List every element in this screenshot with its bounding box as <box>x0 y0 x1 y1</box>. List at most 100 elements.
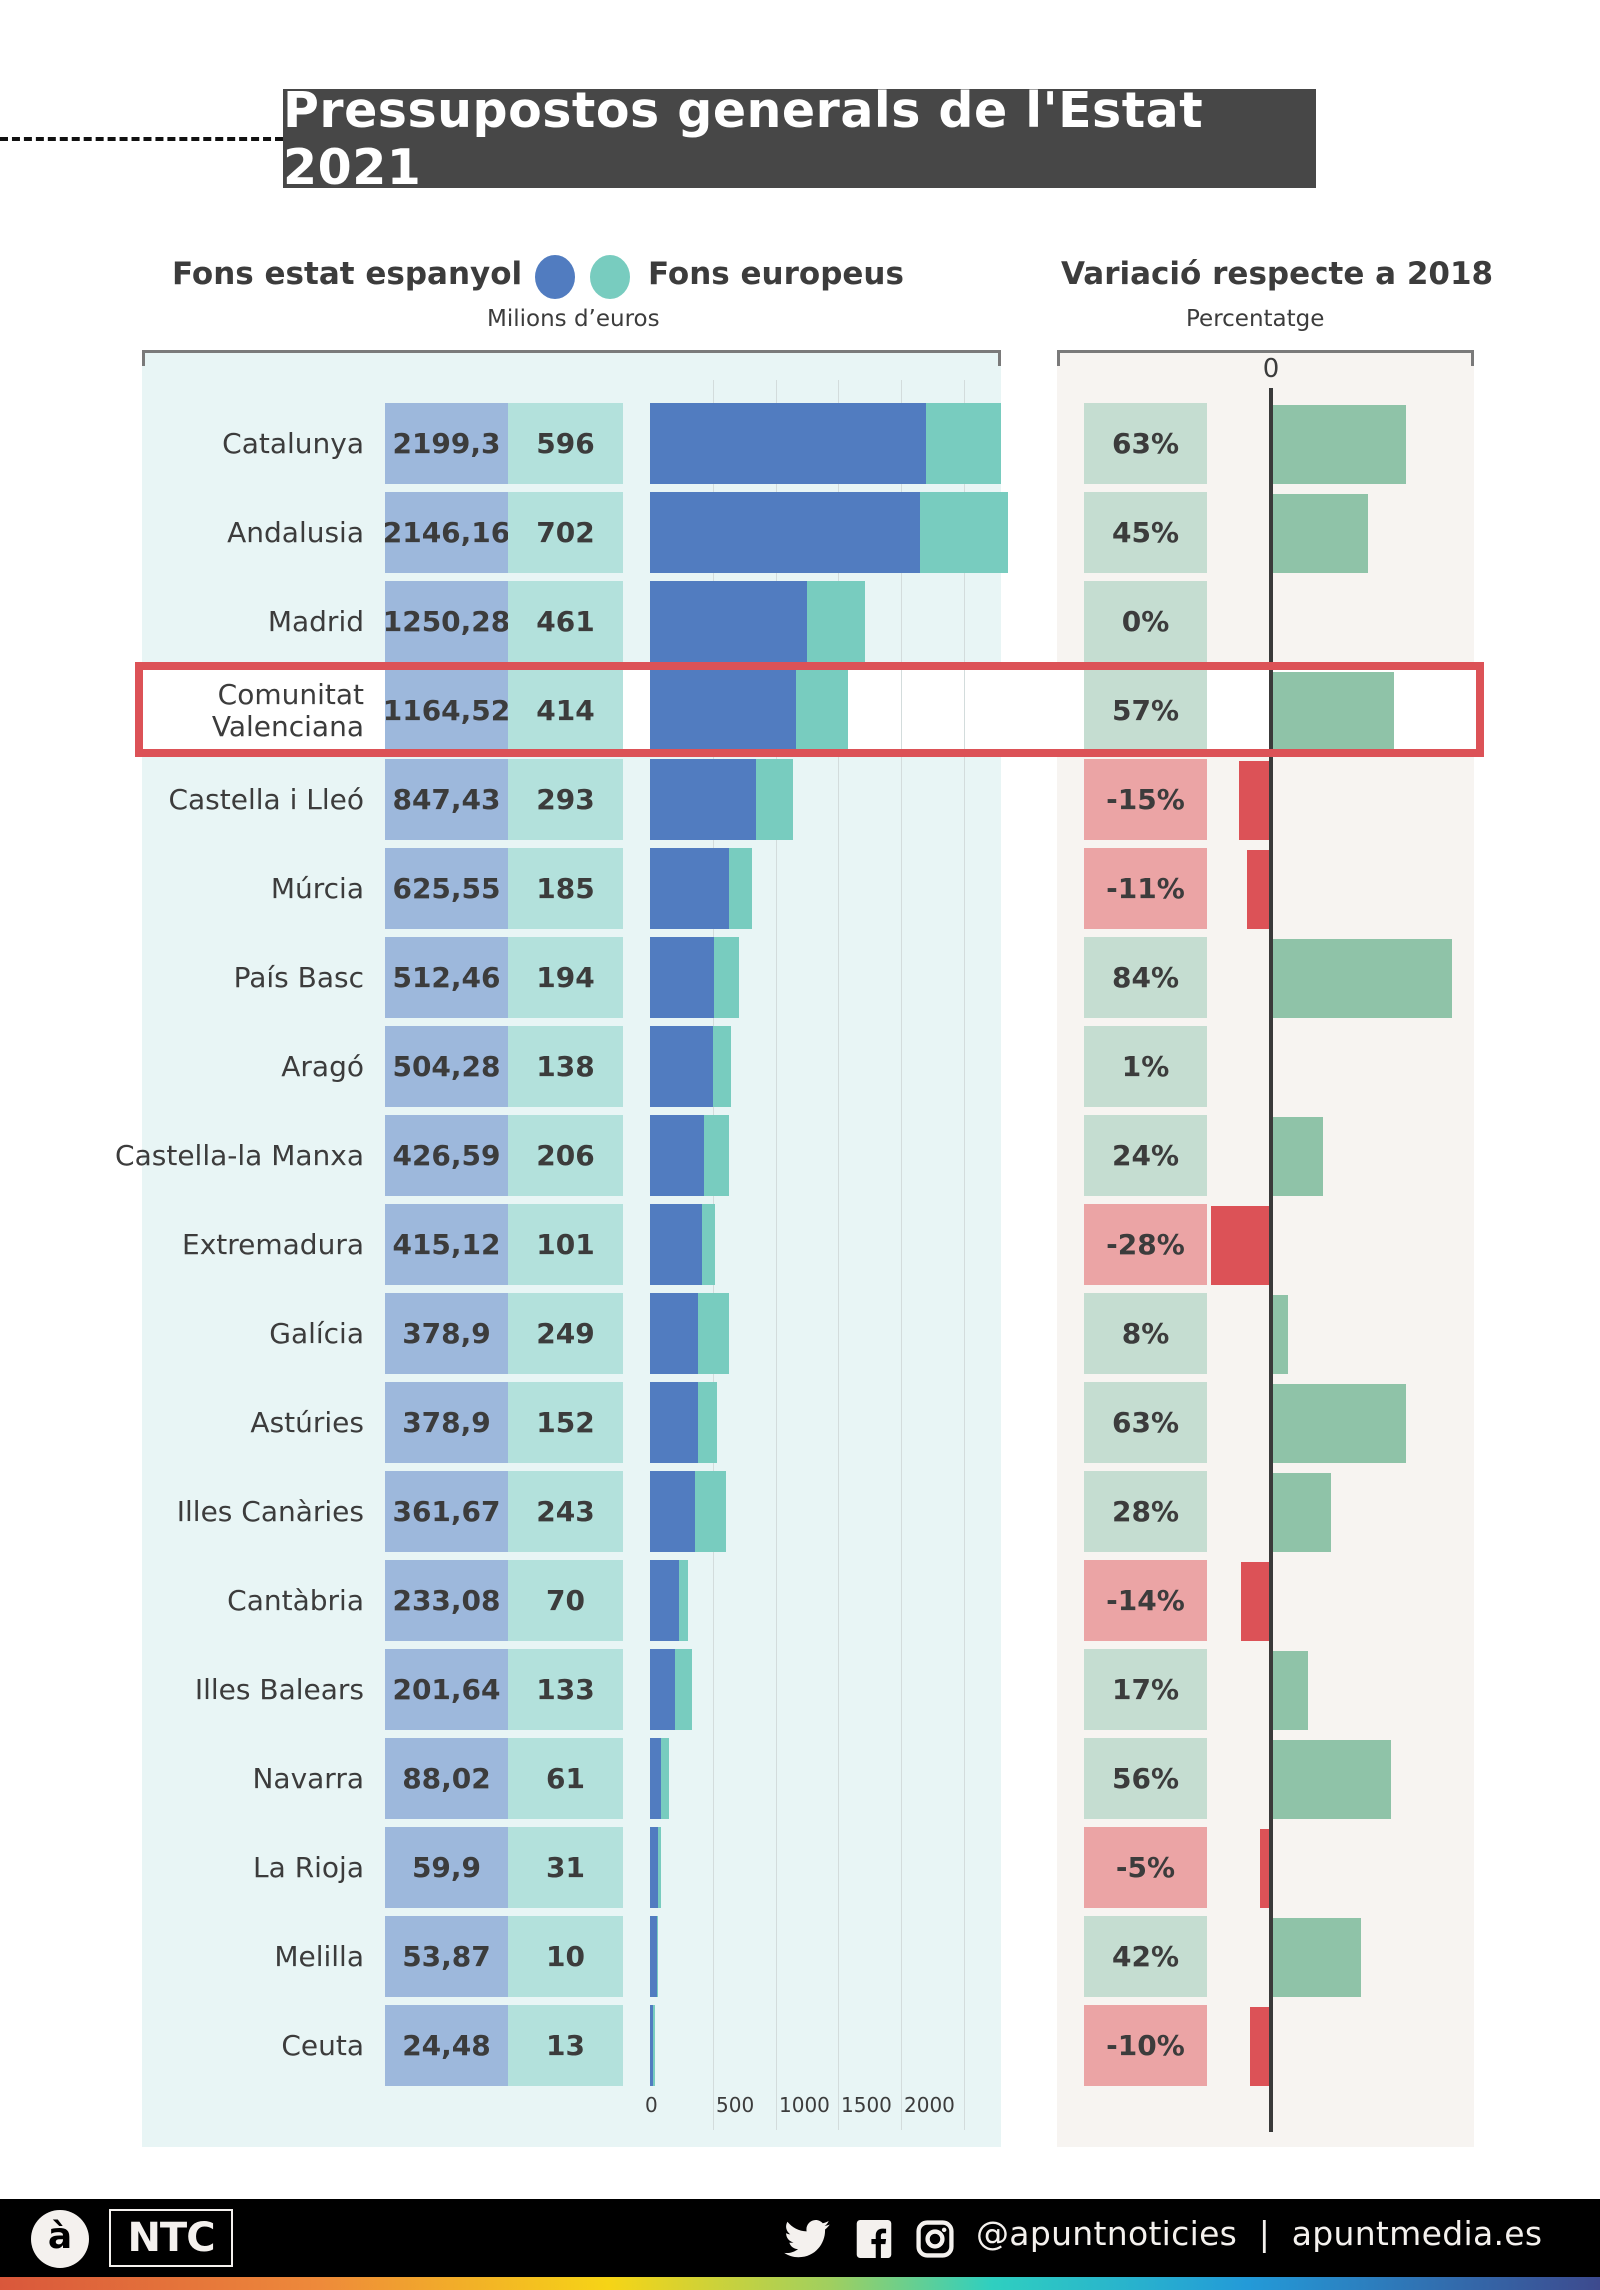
region-label-line: País Basc <box>233 960 364 994</box>
variation-value: 8% <box>1084 1293 1207 1374</box>
region-label-line: Comunitat <box>217 677 364 711</box>
region-label: Catalunya <box>222 427 364 460</box>
state-funds-value: 233,08 <box>385 1560 508 1641</box>
page-title: Pressupostos generals de l'Estat 2021 <box>283 81 1204 196</box>
state-funds-bar <box>650 848 729 929</box>
variation-bar <box>1210 1206 1271 1285</box>
variation-bar <box>1260 1829 1271 1908</box>
legend-eu-dot <box>590 255 630 299</box>
region-label: Extremadura <box>182 1227 364 1261</box>
eu-funds-bar <box>714 937 739 1018</box>
variation-title: Variació respecte a 2018 <box>1061 256 1494 292</box>
footer-handles: @apuntnoticies | apuntmedia.es <box>976 2214 1543 2253</box>
variation-value: -14% <box>1084 1560 1207 1641</box>
ntc-logo-text: NTC <box>127 2215 215 2261</box>
variation-bracket-left <box>1057 350 1060 366</box>
region-label: Andalusia <box>227 515 364 549</box>
state-funds-bar <box>650 1827 658 1908</box>
eu-funds-value: 101 <box>508 1204 623 1285</box>
eu-funds-value: 414 <box>508 670 623 751</box>
variation-value: -10% <box>1084 2005 1207 2086</box>
x-tick-label: 0 <box>645 2093 658 2117</box>
facebook-icon <box>856 2220 892 2258</box>
eu-funds-bar <box>926 403 1002 484</box>
state-funds-bar <box>650 937 715 1018</box>
legend-state-dot <box>535 255 575 299</box>
variation-bar <box>1271 494 1368 573</box>
eu-funds-value: 70 <box>508 1560 623 1641</box>
region-label-line: La Rioja <box>253 1850 364 1884</box>
variation-value: -11% <box>1084 848 1207 929</box>
eu-funds-value: 61 <box>508 1738 623 1819</box>
eu-funds-value: 243 <box>508 1471 623 1552</box>
state-funds-value: 1164,52 <box>383 670 510 751</box>
state-funds-value: 378,9 <box>385 1382 508 1463</box>
state-funds-bar <box>650 1026 714 1107</box>
eu-funds-bar <box>653 2005 655 2086</box>
state-funds-value: 2199,3 <box>385 403 508 484</box>
eu-funds-bar <box>656 1916 659 1997</box>
variation-bar <box>1271 405 1407 484</box>
variation-unit-label: Percentatge <box>1186 306 1325 332</box>
variation-bar <box>1271 1295 1289 1374</box>
variation-value: 57% <box>1084 670 1207 751</box>
variation-value: 17% <box>1084 1649 1207 1730</box>
region-label: Navarra <box>252 1762 364 1795</box>
variation-bar <box>1271 1473 1332 1552</box>
variation-value: 42% <box>1084 1916 1207 1997</box>
title-dashed-line <box>0 137 283 141</box>
funds-bracket-right <box>998 350 1001 366</box>
variation-value: 84% <box>1084 937 1207 1018</box>
variation-bar <box>1247 850 1271 929</box>
region-label-line: Illes Canàries <box>176 1494 364 1528</box>
eu-funds-bar <box>695 1471 726 1552</box>
eu-funds-value: 31 <box>508 1827 623 1908</box>
region-label-line: Madrid <box>267 604 364 638</box>
eu-funds-bar <box>756 759 794 840</box>
state-funds-value: 415,12 <box>385 1204 508 1285</box>
state-funds-bar <box>650 2005 654 2086</box>
title-box: Pressupostos generals de l'Estat 2021 <box>283 82 1316 196</box>
state-funds-value: 201,64 <box>385 1649 508 1730</box>
state-funds-bar <box>650 1738 662 1819</box>
eu-funds-value: 138 <box>508 1026 623 1107</box>
region-label: Ceuta <box>281 2029 364 2062</box>
region-label-line: Extremadura <box>182 1227 364 1261</box>
region-label-line: Andalusia <box>227 515 364 549</box>
eu-funds-value: 133 <box>508 1649 623 1730</box>
state-funds-bar <box>650 1115 704 1196</box>
funds-bracket-left <box>142 350 145 366</box>
variation-zero-axis <box>1269 388 1273 2132</box>
region-label-line: Galícia <box>269 1316 364 1350</box>
region-label-line: Cantàbria <box>227 1583 364 1617</box>
eu-funds-value: 293 <box>508 759 623 840</box>
instagram-icon <box>916 2220 954 2258</box>
state-funds-value: 59,9 <box>385 1827 508 1908</box>
state-funds-bar <box>650 1649 676 1730</box>
eu-funds-bar <box>657 1827 662 1908</box>
region-label: Illes Balears <box>195 1673 364 1706</box>
variation-value: 1% <box>1084 1026 1207 1107</box>
variation-value: 63% <box>1084 403 1207 484</box>
eu-funds-value: 249 <box>508 1293 623 1374</box>
variation-zero-label: 0 <box>1262 354 1280 384</box>
variation-bar <box>1271 1740 1392 1819</box>
state-funds-value: 88,02 <box>385 1738 508 1819</box>
eu-funds-bar <box>807 581 865 662</box>
highlight-box <box>135 662 1484 757</box>
variation-bar <box>1271 1918 1362 1997</box>
eu-funds-bar <box>679 1560 689 1641</box>
variation-bracket-right <box>1471 350 1474 366</box>
variation-bar <box>1271 939 1452 1018</box>
eu-funds-value: 206 <box>508 1115 623 1196</box>
variation-value: -5% <box>1084 1827 1207 1908</box>
state-funds-bar <box>650 581 808 662</box>
variation-bar <box>1271 672 1394 751</box>
region-label: Melilla <box>274 1940 364 1973</box>
region-label: La Rioja <box>253 1850 364 1884</box>
x-gridline <box>838 380 839 2130</box>
legend-state-label: Fons estat espanyol <box>172 256 523 292</box>
variation-value: -15% <box>1084 759 1207 840</box>
variation-value: 24% <box>1084 1115 1207 1196</box>
state-funds-value: 378,9 <box>385 1293 508 1374</box>
